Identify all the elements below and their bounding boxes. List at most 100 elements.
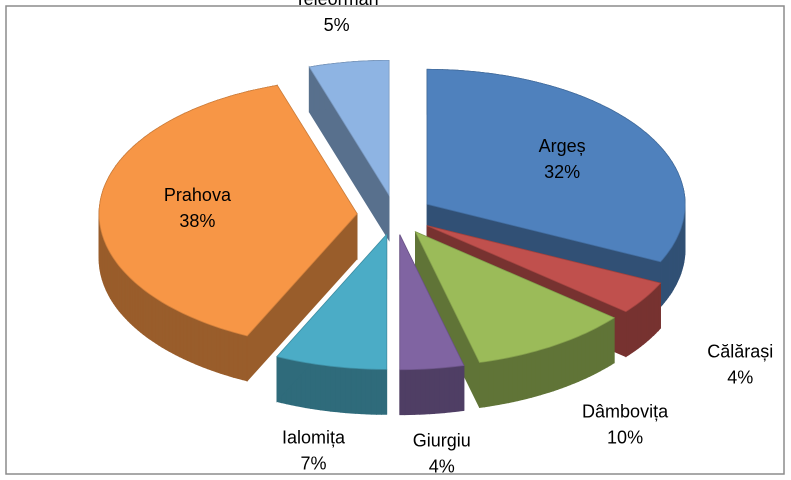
slice-side: [424, 368, 431, 415]
slice-side: [134, 281, 139, 331]
slice-side: [211, 324, 217, 373]
slice-side: [565, 339, 571, 387]
slice-side: [493, 359, 500, 406]
slice-side: [544, 346, 550, 395]
slice-side: [219, 327, 226, 376]
data-label-name: Giurgiu: [413, 431, 471, 451]
slice-side: [329, 365, 336, 413]
slice-side: [577, 334, 583, 383]
slice-side: [310, 362, 316, 410]
slice-side: [439, 367, 445, 414]
slice-side: [596, 325, 601, 374]
slice-side: [151, 295, 156, 344]
data-label-name: Dâmbovița: [582, 402, 669, 422]
slice-side: [483, 360, 490, 408]
slice-side: [381, 368, 388, 415]
slice-side: [314, 363, 321, 411]
slice-top: [426, 68, 686, 263]
slice-side: [164, 303, 170, 352]
slice: [276, 233, 388, 415]
slice-side: [540, 347, 546, 396]
data-label-name: Călărași: [707, 341, 773, 361]
slice-side: [161, 301, 166, 350]
slice-side: [526, 351, 532, 400]
slice-side: [479, 361, 485, 408]
slice-side: [202, 321, 208, 370]
slice-side: [535, 349, 541, 397]
slice-top: [399, 234, 465, 371]
slice-side: [237, 332, 244, 381]
data-label-value: 7%: [301, 453, 327, 473]
data-label-value: 4%: [429, 457, 455, 477]
slice-side: [581, 332, 587, 381]
data-label-value: 4%: [727, 367, 753, 387]
slice-side: [508, 356, 514, 404]
slice-side: [305, 362, 311, 409]
slice-side: [171, 307, 177, 356]
slice-side: [360, 368, 367, 415]
slice-side: [600, 323, 605, 372]
slice-side: [154, 297, 160, 346]
slice-side: [503, 357, 509, 405]
slice: [414, 231, 616, 408]
slice-side: [194, 318, 200, 367]
slice-side: [399, 369, 406, 416]
data-label-name: Prahova: [164, 185, 232, 205]
slice-side: [553, 343, 559, 392]
slice-side: [365, 368, 372, 415]
slice-side: [190, 316, 196, 365]
slice-side: [324, 365, 331, 412]
data-label-value: 32%: [544, 162, 580, 182]
data-label-name: Argeș: [539, 136, 586, 156]
slice-side: [139, 286, 144, 336]
slice-side: [242, 334, 248, 382]
slice-top: [276, 233, 388, 370]
slice-side: [404, 369, 411, 416]
slice-side: [488, 359, 495, 407]
slice-side: [569, 337, 575, 386]
slice-side: [409, 369, 416, 416]
slice-side: [625, 308, 630, 358]
slice-top: [98, 84, 358, 337]
slice-side: [434, 367, 440, 414]
slice-side: [350, 367, 357, 414]
slice-side: [168, 305, 173, 354]
slice-top: [426, 225, 662, 313]
slice-side: [186, 314, 192, 363]
slice-side: [335, 366, 341, 413]
slice-side: [607, 319, 612, 368]
slice-side: [145, 290, 150, 340]
slice: [399, 234, 465, 416]
slice-side: [458, 365, 465, 412]
slice-side: [224, 329, 230, 377]
slice-side: [158, 299, 163, 348]
slice-side: [498, 358, 505, 405]
slice-side: [443, 366, 450, 414]
slice-top: [308, 60, 390, 197]
slice-side: [355, 367, 362, 415]
slice-side: [375, 368, 383, 415]
slice-side: [610, 317, 615, 366]
slice-side: [561, 340, 567, 389]
slice-side: [228, 330, 234, 378]
slice-side: [573, 335, 579, 384]
slice-side: [414, 368, 421, 415]
slice-side: [429, 368, 436, 415]
data-label-value: 38%: [179, 211, 215, 231]
slice-side: [603, 321, 608, 370]
slice-side: [557, 342, 563, 390]
slice-side: [585, 330, 591, 379]
slice-side: [345, 367, 352, 414]
slice-side: [634, 302, 639, 352]
slice-side: [631, 304, 636, 354]
data-label-name: Teleorman: [295, 0, 379, 9]
slice-side: [142, 288, 147, 338]
slice-side: [198, 319, 204, 368]
slice: [308, 59, 390, 242]
data-label-value: 5%: [324, 15, 350, 35]
slice-side: [628, 306, 633, 356]
slice-side: [215, 326, 221, 374]
slice-side: [370, 368, 377, 415]
slice-side: [548, 345, 554, 393]
